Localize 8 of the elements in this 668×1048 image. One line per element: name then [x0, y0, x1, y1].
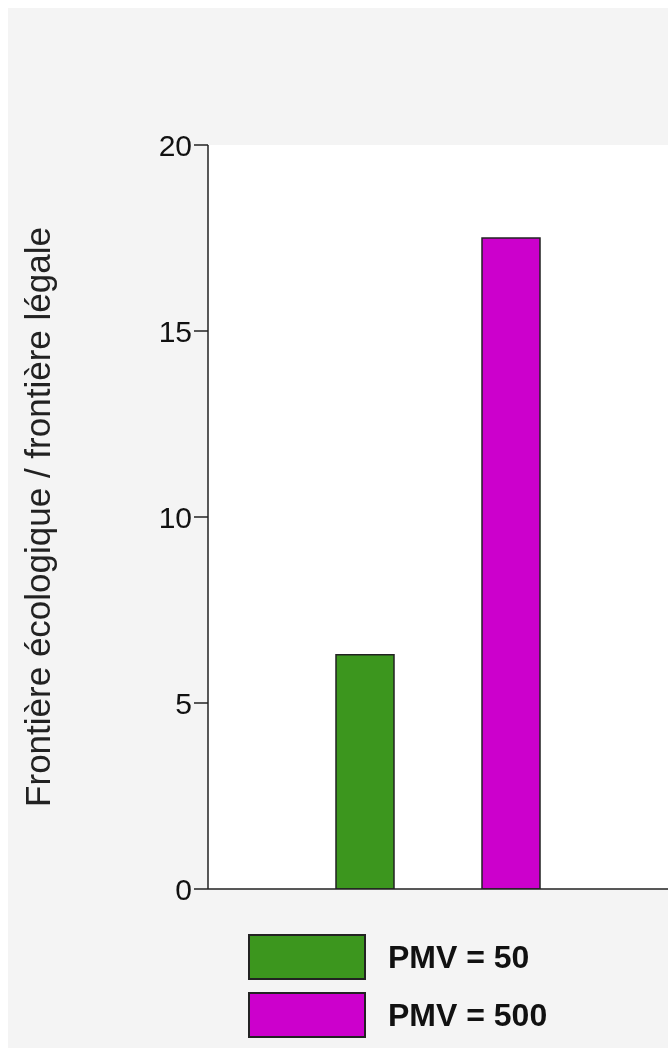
y-axis-title: Frontière écologique / frontière légale	[18, 227, 58, 807]
y-tick-label: 10	[158, 500, 192, 534]
legend-label: PMV = 500	[388, 996, 548, 1034]
y-tick-label: 0	[175, 872, 192, 906]
legend-label: PMV = 50	[388, 938, 530, 976]
y-tick-label: 20	[158, 128, 192, 162]
y-tick-label: 5	[175, 686, 192, 720]
y-tick-label: 15	[158, 314, 192, 348]
